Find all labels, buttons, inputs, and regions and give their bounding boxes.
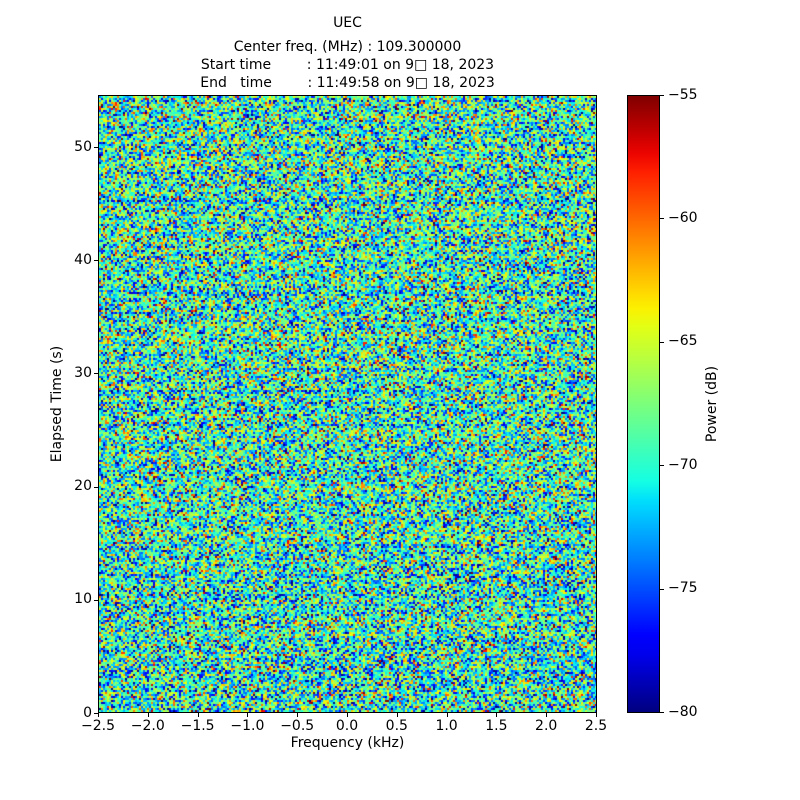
- x-tick-label: 2.5: [584, 718, 608, 734]
- plot-area: [98, 95, 597, 713]
- x-tick: [197, 713, 199, 717]
- x-tick-label: 0.5: [385, 718, 408, 734]
- subtitle-start-time: Start time : 11:49:01 on 9□ 18, 2023: [200, 57, 495, 73]
- y-tick-label: 0: [83, 704, 92, 721]
- colorbar-tick: [660, 712, 664, 713]
- colorbar-tick: [660, 588, 664, 590]
- x-tick: [247, 713, 249, 717]
- y-tick-label: 20: [74, 478, 92, 495]
- colorbar: [627, 95, 660, 713]
- subtitle-end-time: End time : 11:49:58 on 9□ 18, 2023: [200, 75, 495, 91]
- x-tick-label: 0.0: [335, 718, 359, 734]
- colorbar-tick: [660, 341, 664, 343]
- x-tick: [546, 713, 548, 717]
- colorbar-tick-label: −75: [668, 580, 698, 597]
- x-tick-label: 1.0: [435, 718, 458, 734]
- y-tick-label: 10: [74, 591, 92, 608]
- y-tick: [94, 713, 98, 714]
- x-tick-label: −0.5: [280, 718, 315, 734]
- y-tick: [94, 373, 98, 375]
- y-tick: [94, 260, 98, 262]
- colorbar-tick-label: −70: [668, 456, 698, 473]
- y-tick-label: 40: [74, 251, 92, 268]
- x-tick: [446, 713, 448, 717]
- subtitle-center-freq: Center freq. (MHz) : 109.300000: [233, 39, 462, 55]
- colorbar-tick-label: −55: [668, 86, 698, 103]
- x-tick: [396, 713, 398, 717]
- y-tick: [94, 599, 98, 601]
- y-tick-label: 30: [74, 364, 92, 381]
- colorbar-tick: [660, 465, 664, 467]
- y-tick: [94, 486, 98, 488]
- y-tick: [94, 147, 98, 149]
- x-tick: [496, 713, 498, 717]
- colorbar-tick: [660, 95, 664, 96]
- spectrogram-canvas: [99, 96, 596, 712]
- chart-title: UEC: [333, 15, 362, 31]
- x-tick: [98, 713, 99, 717]
- x-axis-label: Frequency (kHz): [290, 735, 405, 751]
- colorbar-tick: [660, 218, 664, 220]
- x-tick: [147, 713, 149, 717]
- x-tick-label: −1.5: [180, 718, 215, 734]
- x-tick-label: −1.0: [230, 718, 265, 734]
- x-tick-label: 2.0: [535, 718, 558, 734]
- x-tick-label: −2.5: [81, 718, 115, 734]
- colorbar-tick-label: −60: [668, 209, 698, 226]
- x-tick: [297, 713, 299, 717]
- colorbar-tick-label: −80: [668, 703, 698, 720]
- x-tick-label: −2.0: [130, 718, 165, 734]
- x-tick-label: 1.5: [485, 718, 508, 734]
- y-tick-label: 50: [74, 138, 92, 155]
- x-tick: [596, 713, 597, 717]
- y-axis-label: Elapsed Time (s): [49, 345, 65, 463]
- x-tick: [347, 713, 348, 717]
- colorbar-label: Power (dB): [704, 365, 720, 443]
- colorbar-tick-label: −65: [668, 333, 698, 350]
